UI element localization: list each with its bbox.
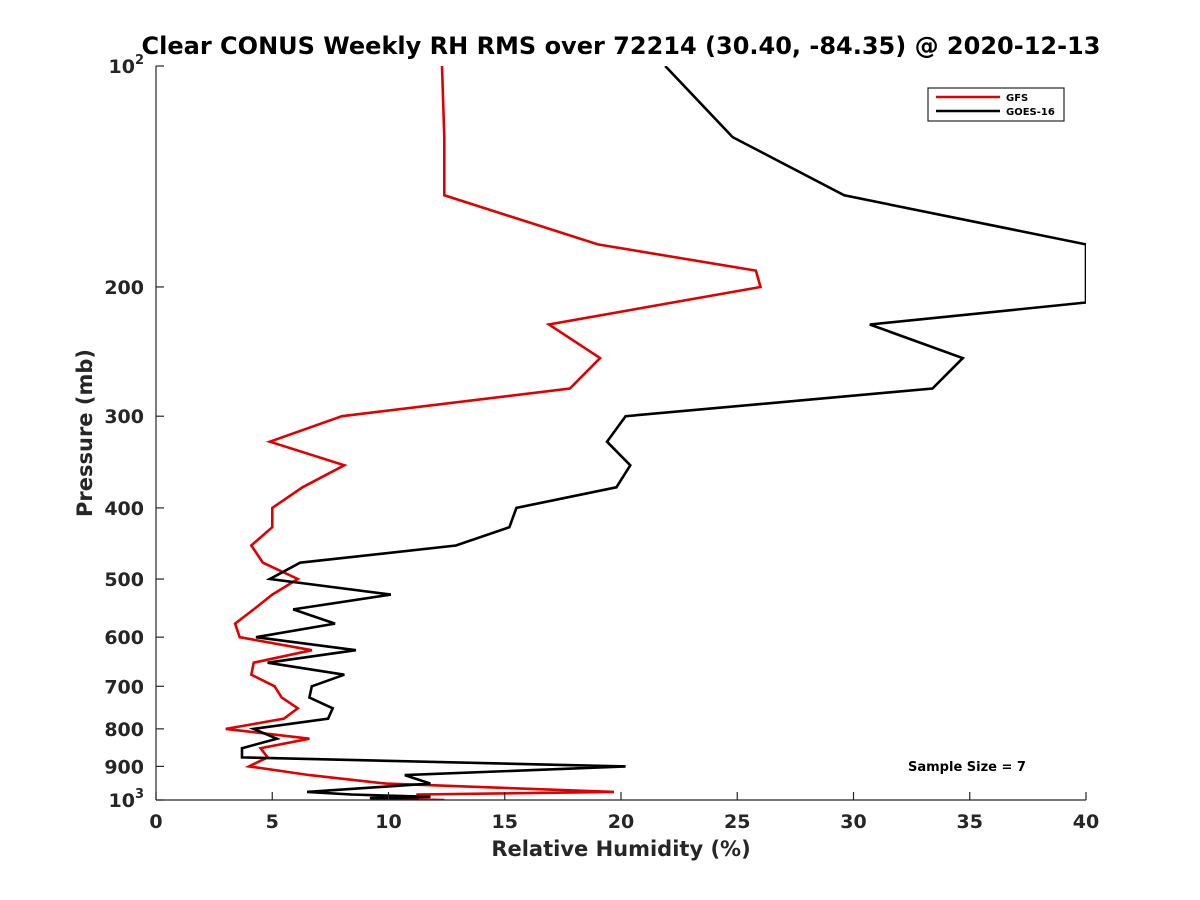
series-line-goes16 [240, 66, 1086, 800]
x-tick-label: 35 [957, 811, 983, 833]
x-tick-label: 30 [840, 811, 866, 833]
y-tick-label: 700 [104, 676, 144, 698]
y-tick-label: 102 [109, 53, 145, 78]
y-tick-label: 800 [104, 719, 144, 741]
x-tick-label: 5 [266, 811, 279, 833]
x-axis-ticks: 0 5 10 15 20 25 30 35 40 [149, 792, 1099, 833]
series-line-gfs [225, 66, 763, 800]
y-tick-label: 200 [104, 277, 144, 299]
x-axis-label: Relative Humidity (%) [491, 837, 750, 861]
x-tick-label: 0 [149, 811, 162, 833]
x-tick-label: 25 [724, 811, 750, 833]
y-tick-label: 103 [109, 787, 145, 812]
legend-label-goes16: GOES-16 [1006, 107, 1055, 118]
y-tick-label: 900 [104, 756, 144, 778]
y-tick-label: 400 [104, 498, 144, 520]
y-axis-ticks: 102 200 300 400 500 600 700 800 900 103 [104, 53, 164, 812]
y-tick-label: 300 [104, 406, 144, 428]
x-tick-label: 20 [608, 811, 634, 833]
y-axis-label: Pressure (mb) [73, 349, 97, 517]
legend: GFS GOES-16 [927, 87, 1065, 122]
chart-title: Clear CONUS Weekly RH RMS over 72214 (30… [142, 32, 1101, 60]
x-tick-label: 40 [1073, 811, 1099, 833]
sample-size-annotation: Sample Size = 7 [908, 760, 1026, 775]
x-tick-label: 15 [492, 811, 518, 833]
legend-label-gfs: GFS [1006, 93, 1028, 104]
legend-box [927, 87, 1065, 122]
y-tick-label: 600 [104, 627, 144, 649]
y-tick-label: 500 [104, 569, 144, 591]
series-layer [225, 66, 1086, 800]
x-tick-label: 10 [375, 811, 401, 833]
